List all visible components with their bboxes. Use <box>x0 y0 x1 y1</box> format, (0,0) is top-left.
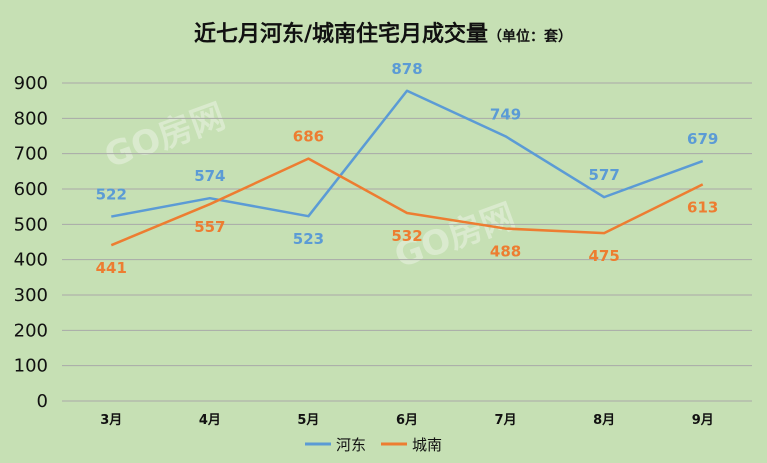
y-tick-label: 800 <box>14 108 48 129</box>
legend-label: 河东 <box>336 436 366 454</box>
data-label: 475 <box>588 247 619 265</box>
data-label: 679 <box>687 130 718 148</box>
data-label: 523 <box>293 230 324 248</box>
chart-title-main: 近七月河东/城南住宅月成交量 <box>194 21 488 47</box>
gridlines <box>62 82 752 402</box>
data-label: 488 <box>490 243 521 261</box>
y-tick-label: 700 <box>14 144 48 165</box>
x-tick-label: 6月 <box>396 413 418 428</box>
data-label: 749 <box>490 105 521 123</box>
x-axis: 3月 4月 5月 6月 7月 8月 9月 <box>100 413 713 428</box>
data-label: 613 <box>687 198 718 216</box>
series-lines <box>110 89 704 247</box>
x-tick-label: 9月 <box>692 413 714 428</box>
y-tick-label: 500 <box>14 214 48 235</box>
series-line-河东 <box>111 89 704 218</box>
chart-title: 近七月河东/城南住宅月成交量（单位：套） <box>194 21 572 47</box>
x-tick-label: 3月 <box>100 413 122 428</box>
x-tick-label: 4月 <box>199 413 221 428</box>
x-tick-label: 8月 <box>593 413 615 428</box>
series-line-城南 <box>110 157 704 247</box>
data-label: 532 <box>391 227 422 245</box>
watermarks: GO房网 GO房网 <box>99 96 520 276</box>
x-tick-label: 5月 <box>297 413 319 428</box>
data-label: 441 <box>96 259 127 277</box>
data-labels: 522 574 523 878 749 577 679 441 557 686 532 488 475 6… <box>96 60 719 277</box>
watermark-1: GO房网 <box>99 96 230 176</box>
data-label: 522 <box>96 186 127 204</box>
legend: 河东 城南 <box>305 436 442 454</box>
data-label: 577 <box>588 166 619 184</box>
y-tick-label: 300 <box>14 285 48 306</box>
y-tick-label: 100 <box>14 356 48 377</box>
legend-label: 城南 <box>412 436 442 454</box>
y-tick-label: 0 <box>37 391 48 412</box>
x-tick-label: 7月 <box>495 413 517 428</box>
y-axis: 0 100 200 300 400 500 600 700 800 900 <box>14 73 48 412</box>
y-tick-label: 900 <box>14 73 48 94</box>
data-label: 686 <box>293 128 324 146</box>
chart-title-unit: （单位：套） <box>488 28 572 45</box>
data-label: 878 <box>391 60 422 78</box>
y-tick-label: 400 <box>14 250 48 271</box>
data-label: 574 <box>194 167 225 185</box>
y-tick-label: 600 <box>14 179 48 200</box>
y-tick-label: 200 <box>14 320 48 341</box>
data-label: 557 <box>194 218 225 236</box>
